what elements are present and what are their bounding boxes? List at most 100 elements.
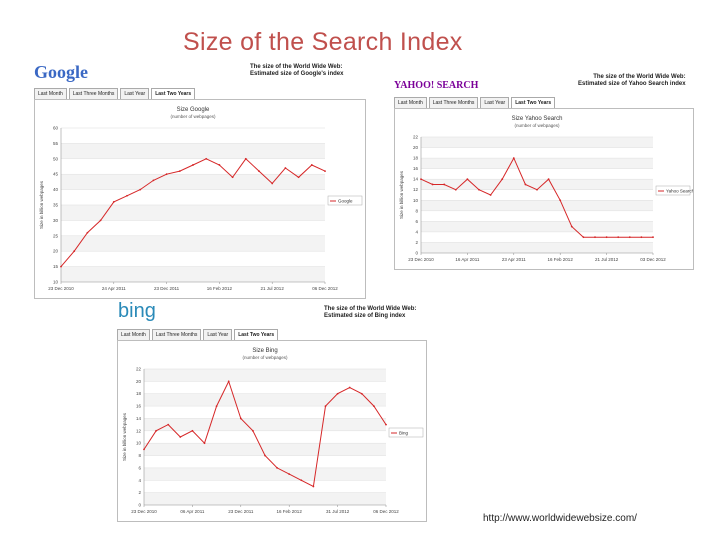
- tab-last-two-years[interactable]: Last Two Years: [151, 88, 196, 99]
- x-tick-label: 24 Apr 2011: [102, 286, 126, 291]
- x-tick-label: 23 Dec 2011: [154, 286, 180, 291]
- grid-band: [421, 200, 653, 211]
- tab-last-year[interactable]: Last Year: [480, 97, 510, 108]
- google-panel: Google The size of the World Wide Web: E…: [32, 60, 366, 300]
- x-tick-label: 23 Apr 2011: [502, 257, 526, 262]
- x-tick-label: 16 Feb 2012: [207, 286, 233, 291]
- bing-logo: bing: [118, 300, 156, 322]
- tab-last-year[interactable]: Last Year: [120, 88, 150, 99]
- chart-title: Size Google: [177, 107, 210, 113]
- data-point: [126, 194, 128, 197]
- y-tick-label: 45: [53, 172, 59, 177]
- tab-last-three-months[interactable]: Last Three Months: [151, 329, 202, 340]
- data-point: [336, 392, 339, 395]
- chart-title: Size Yahoo Search: [512, 116, 563, 122]
- data-point: [466, 178, 469, 181]
- y-tick-label: 6: [415, 219, 418, 224]
- x-tick-label: 23 Dec 2010: [408, 257, 434, 262]
- chart-title: Size Bing: [252, 348, 277, 354]
- data-point: [524, 183, 527, 186]
- data-point: [605, 236, 608, 239]
- grid-band: [61, 174, 325, 190]
- yahoo-panel: YAHOO! SEARCH The size of the World Wide…: [392, 70, 696, 270]
- data-point: [244, 157, 247, 160]
- grid-band: [61, 143, 325, 159]
- x-tick-label: 31 Jul 2012: [326, 509, 350, 514]
- yahoo-heading: The size of the World Wide Web: Estimate…: [578, 74, 686, 87]
- data-point: [284, 167, 287, 169]
- y-tick-label: 20: [53, 249, 59, 254]
- y-tick-label: 8: [138, 453, 141, 458]
- data-point: [276, 467, 278, 469]
- data-point: [167, 423, 170, 426]
- x-tick-label: 06 Dec 2012: [312, 286, 338, 291]
- tab-last-three-months[interactable]: Last Three Months: [68, 88, 119, 99]
- data-point: [112, 201, 115, 203]
- tab-last-two-years[interactable]: Last Two Years: [511, 97, 556, 108]
- y-tick-label: 55: [53, 141, 59, 146]
- y-tick-label: 14: [136, 416, 142, 421]
- grid-band: [144, 467, 386, 481]
- data-point: [152, 179, 155, 182]
- data-point: [559, 199, 562, 202]
- bing-chart: Size Bing (number of webpages) 0 2 4 6 8 10 12 14…: [117, 340, 427, 522]
- grid-band: [144, 418, 386, 431]
- y-tick-label: 16: [413, 166, 419, 171]
- y-tick-label: 0: [138, 503, 141, 508]
- data-point: [570, 225, 573, 228]
- tab-last-three-months[interactable]: Last Three Months: [428, 97, 479, 108]
- tab-last-month[interactable]: Last Month: [394, 97, 427, 108]
- data-point: [264, 454, 266, 457]
- data-point: [324, 405, 327, 407]
- y-tick-label: 12: [136, 428, 142, 433]
- data-point: [512, 157, 515, 159]
- legend-label: Google: [338, 199, 353, 204]
- grid-band: [421, 179, 653, 190]
- tab-last-month[interactable]: Last Month: [34, 88, 67, 99]
- data-point: [271, 182, 274, 185]
- y-tick-label: 20: [136, 379, 142, 384]
- y-tick-label: 60: [53, 126, 59, 131]
- data-point: [218, 164, 221, 166]
- data-point: [594, 236, 596, 239]
- grid-band: [61, 235, 325, 252]
- data-point: [178, 170, 181, 173]
- y-tick-label: 15: [53, 264, 59, 269]
- data-point: [139, 188, 142, 191]
- tab-last-two-years[interactable]: Last Two Years: [234, 329, 279, 340]
- y-tick-label: 40: [53, 187, 59, 192]
- slide-title: Size of the Search Index: [183, 28, 463, 56]
- data-point: [143, 448, 145, 451]
- data-point: [258, 170, 260, 173]
- grid-band: [421, 158, 653, 169]
- x-tick-label: 23 Dec 2011: [228, 509, 254, 514]
- chart-subtitle: (number of webpages): [514, 123, 560, 128]
- y-tick-label: 14: [413, 177, 419, 182]
- source-url[interactable]: http://www.worldwidewebsize.com/: [483, 513, 637, 524]
- x-tick-label: 06 Dec 2012: [373, 509, 399, 514]
- data-point: [360, 392, 363, 395]
- data-point: [536, 188, 538, 191]
- x-tick-label: 16 Apr 2011: [455, 257, 479, 262]
- chart-subtitle: (number of webpages): [242, 355, 288, 360]
- tab-last-month[interactable]: Last Month: [117, 329, 150, 340]
- grid-band: [61, 266, 325, 282]
- tab-last-year[interactable]: Last Year: [203, 329, 233, 340]
- y-tick-label: 30: [53, 218, 59, 223]
- google-logo: Google: [34, 62, 88, 82]
- y-tick-label: 25: [53, 233, 59, 238]
- data-point: [227, 380, 230, 383]
- y-tick-label: 18: [136, 391, 142, 396]
- y-tick-label: 20: [413, 145, 419, 150]
- x-tick-label: 03 Dec 2012: [640, 257, 666, 262]
- y-tick-label: 18: [413, 156, 419, 161]
- x-tick-label: 23 Dec 2010: [48, 286, 74, 291]
- data-point: [297, 176, 300, 179]
- data-point: [547, 178, 550, 181]
- data-point: [192, 164, 194, 166]
- data-point: [443, 183, 446, 186]
- data-point: [652, 236, 654, 239]
- chart-subtitle: (number of webpages): [170, 114, 216, 119]
- data-point: [628, 236, 631, 239]
- x-tick-label: 23 Dec 2010: [131, 509, 157, 514]
